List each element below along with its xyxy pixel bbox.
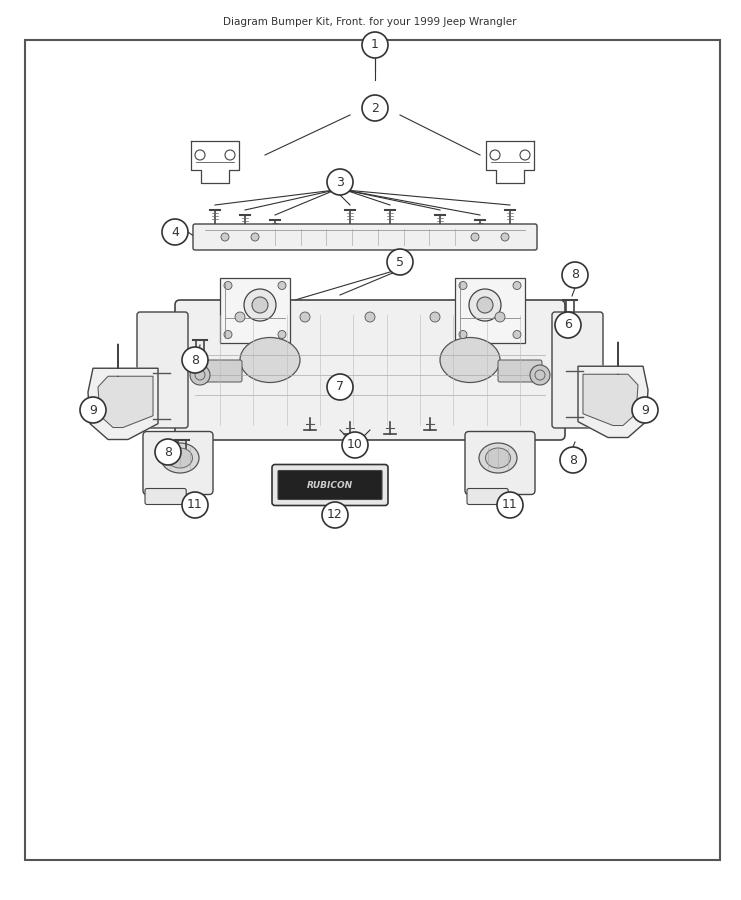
Circle shape [469,289,501,321]
Text: 8: 8 [164,446,172,458]
Circle shape [513,330,521,338]
Circle shape [362,95,388,121]
Ellipse shape [479,443,517,473]
Text: 8: 8 [191,354,199,366]
Text: Diagram Bumper Kit, Front. for your 1999 Jeep Wrangler: Diagram Bumper Kit, Front. for your 1999… [223,17,516,27]
Circle shape [224,282,232,290]
Ellipse shape [240,338,300,382]
Ellipse shape [440,338,500,382]
Circle shape [560,447,586,473]
Circle shape [322,502,348,528]
Ellipse shape [167,448,193,468]
FancyBboxPatch shape [272,464,388,506]
Circle shape [300,312,310,322]
Text: 7: 7 [336,381,344,393]
Circle shape [555,312,581,338]
Circle shape [495,312,505,322]
Circle shape [251,233,259,241]
Polygon shape [88,345,158,439]
Text: 2: 2 [371,102,379,114]
Circle shape [459,282,467,290]
Circle shape [221,233,229,241]
Text: 12: 12 [327,508,343,521]
Circle shape [327,374,353,400]
Circle shape [387,249,413,275]
Text: 8: 8 [569,454,577,466]
FancyBboxPatch shape [198,360,242,382]
Text: 8: 8 [571,268,579,282]
Circle shape [342,432,368,458]
Circle shape [497,492,523,518]
Ellipse shape [161,443,199,473]
FancyBboxPatch shape [467,489,508,505]
FancyBboxPatch shape [220,277,290,343]
FancyBboxPatch shape [25,40,720,860]
Circle shape [244,289,276,321]
FancyBboxPatch shape [145,489,186,505]
Polygon shape [98,376,153,428]
FancyBboxPatch shape [455,277,525,343]
FancyBboxPatch shape [193,224,537,250]
Circle shape [162,219,188,245]
Circle shape [513,282,521,290]
Text: RUBICON: RUBICON [307,481,353,490]
Circle shape [471,233,479,241]
Polygon shape [578,343,648,437]
Circle shape [278,330,286,338]
Circle shape [327,169,353,195]
Circle shape [278,282,286,290]
FancyBboxPatch shape [137,312,188,428]
Circle shape [530,365,550,385]
FancyBboxPatch shape [175,300,565,440]
FancyBboxPatch shape [143,431,213,494]
Text: 1: 1 [371,39,379,51]
Circle shape [477,297,493,313]
Text: 4: 4 [171,226,179,239]
Circle shape [362,32,388,58]
Ellipse shape [485,448,511,468]
Circle shape [459,330,467,338]
Circle shape [155,439,181,465]
Text: 3: 3 [336,176,344,188]
FancyBboxPatch shape [278,471,382,500]
FancyBboxPatch shape [498,360,542,382]
Circle shape [182,347,208,373]
Circle shape [182,492,208,518]
Text: 9: 9 [641,403,649,417]
Text: 11: 11 [502,499,518,511]
Text: 11: 11 [187,499,203,511]
Circle shape [365,312,375,322]
FancyBboxPatch shape [552,312,603,428]
FancyBboxPatch shape [465,431,535,494]
Circle shape [235,312,245,322]
Circle shape [562,262,588,288]
Text: 6: 6 [564,319,572,331]
Circle shape [501,233,509,241]
Circle shape [80,397,106,423]
Text: 5: 5 [396,256,404,268]
Circle shape [430,312,440,322]
Text: 10: 10 [347,438,363,452]
Polygon shape [583,374,638,426]
Circle shape [252,297,268,313]
Circle shape [632,397,658,423]
Circle shape [224,330,232,338]
Text: 9: 9 [89,403,97,417]
Circle shape [190,365,210,385]
